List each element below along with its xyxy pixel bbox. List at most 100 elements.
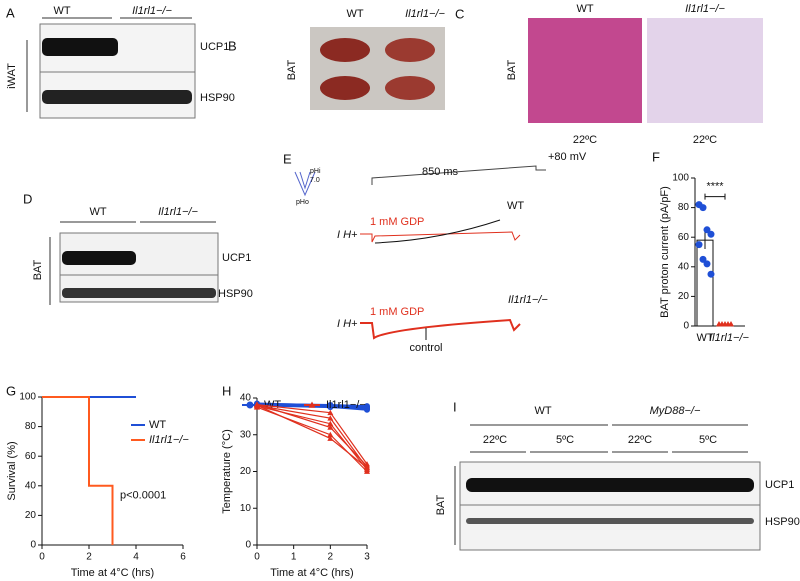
temperature-line [256, 405, 368, 471]
x-tick-label: 2 [86, 552, 92, 563]
temp-label: 22ºC [628, 434, 652, 446]
data-point [728, 321, 734, 327]
group-label: MyD88−/− [650, 405, 701, 417]
blot [459, 461, 761, 551]
y-axis-label: Survival (%) [6, 441, 18, 500]
voltage-label: +80 mV [548, 151, 587, 163]
trace-gdp [360, 318, 521, 340]
trace-gdp [360, 231, 521, 243]
legend-marker [308, 401, 316, 408]
current-label: I H+ [337, 318, 358, 330]
panel-letter: G [6, 383, 16, 398]
y-tick-label: 40 [25, 480, 37, 491]
tissue-label: BAT [32, 259, 44, 280]
temp-label: 5ºC [556, 434, 574, 446]
x-tick-label: WT [696, 332, 713, 344]
data-point [699, 204, 707, 212]
temperature-line [256, 406, 368, 472]
temperature-line [256, 404, 368, 469]
y-tick-label: 80 [678, 202, 690, 213]
panel-letter: H [222, 383, 231, 398]
x-tick-label: 0 [254, 552, 260, 563]
panel-letter: E [283, 151, 292, 166]
significance-label: **** [706, 181, 724, 193]
group-label: WT [89, 206, 106, 218]
legend-label: Il1rl1−/− [149, 434, 189, 446]
data-point [327, 409, 334, 416]
x-tick-label: 3 [364, 552, 370, 563]
data-point [327, 424, 334, 430]
data-point [327, 431, 334, 438]
histology [647, 18, 763, 123]
y-tick-label: 0 [245, 540, 251, 551]
temp-label: 5ºC [699, 434, 717, 446]
band-label: UCP1 [765, 479, 794, 491]
trace-control [374, 219, 501, 244]
tissue [385, 38, 435, 62]
temp-label: 22ºC [573, 134, 597, 146]
tissue-label: BAT [435, 494, 447, 515]
panel-letter: B [228, 38, 237, 53]
ph-label: pHo [296, 199, 309, 206]
x-tick-label: Il1rl1−/− [709, 332, 749, 344]
data-point [695, 241, 703, 249]
y-tick-label: 20 [25, 510, 37, 521]
group-label: WT [346, 8, 363, 20]
x-tick-label: 6 [180, 552, 186, 563]
data-point [703, 226, 711, 234]
band [42, 90, 192, 104]
y-tick-label: 20 [678, 291, 690, 302]
voltage-protocol [371, 165, 546, 185]
x-tick-label: 4 [133, 552, 139, 563]
tissue-label: iWAT [6, 63, 18, 89]
y-tick-label: 100 [672, 173, 689, 184]
group-label: WT [53, 5, 70, 17]
band-label: HSP90 [765, 516, 800, 528]
trace-group: WT [507, 200, 524, 212]
data-point [699, 255, 707, 263]
band [62, 251, 136, 265]
y-tick-label: 0 [683, 321, 689, 332]
data-point [364, 403, 370, 410]
y-tick-label: 80 [25, 421, 37, 432]
ph-label: pHi [310, 168, 321, 175]
temp-label: 22ºC [483, 434, 507, 446]
x-tick-label: 0 [39, 552, 45, 563]
data-point [327, 415, 334, 421]
legend-marker [246, 401, 254, 409]
data-point [254, 402, 260, 408]
x-axis-label: Time at 4°C (hrs) [71, 567, 154, 579]
band-label: UCP1 [200, 41, 229, 53]
group-label: Il1rl1−/− [405, 8, 445, 20]
pipette-icon [294, 171, 316, 197]
control-label: control [409, 342, 442, 354]
histology [528, 18, 642, 123]
panel-letter: D [23, 191, 32, 206]
band [466, 518, 754, 524]
bar [696, 239, 714, 327]
temp-label: 22ºC [693, 134, 717, 146]
y-axis-label: Temperature (°C) [221, 429, 233, 513]
data-point [703, 260, 711, 268]
band-label: UCP1 [222, 252, 251, 264]
group-label: WT [534, 405, 551, 417]
data-point [327, 435, 334, 441]
x-axis-label: Time at 4°C (hrs) [270, 567, 353, 579]
y-axis-label: BAT proton current (pA/pF) [659, 186, 671, 318]
data-point [327, 420, 334, 427]
tissue [385, 76, 435, 100]
gdp-label: 1 mM GDP [370, 306, 424, 318]
data-point [327, 401, 334, 408]
panel-letter: C [455, 6, 464, 21]
group-label: Il1rl1−/− [132, 5, 172, 17]
tissue [320, 38, 370, 62]
tissue-label: BAT [506, 59, 518, 80]
y-tick-label: 0 [30, 540, 36, 551]
trace-group: Il1rl1−/− [508, 294, 548, 306]
x-tick-label: 2 [328, 552, 334, 563]
y-tick-label: 10 [240, 503, 252, 514]
band [466, 478, 754, 492]
y-tick-label: 60 [25, 451, 37, 462]
legend-label: WT [149, 419, 166, 431]
